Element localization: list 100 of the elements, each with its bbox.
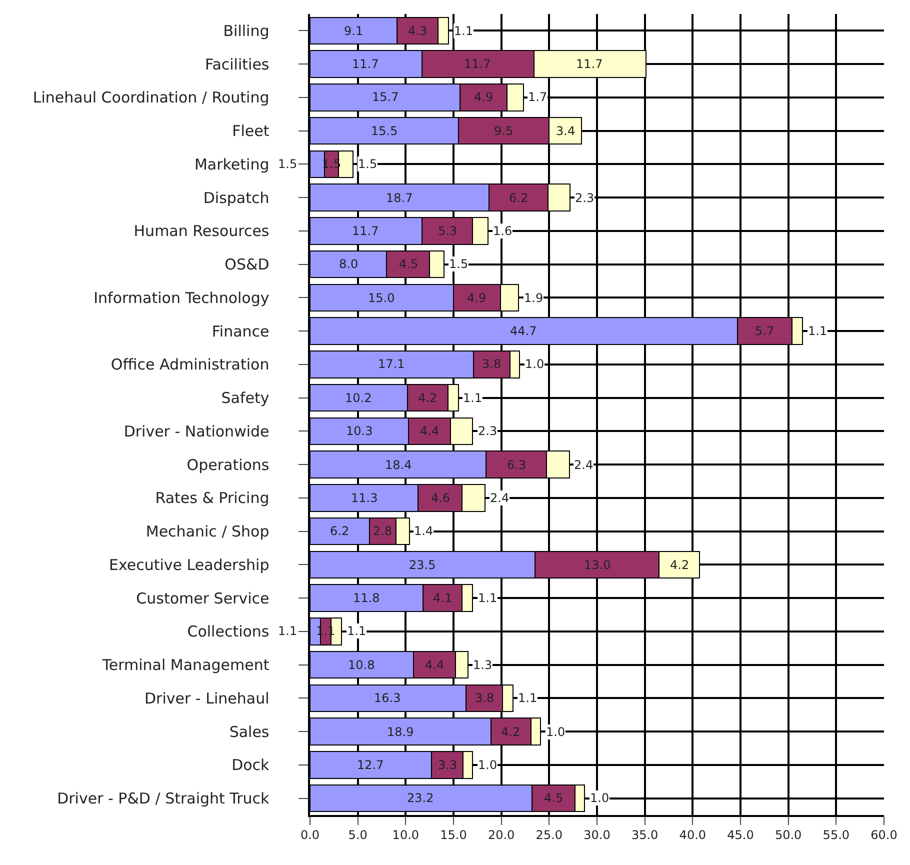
x-tick-label: 55.0 xyxy=(822,828,850,842)
data-label: 1.6 xyxy=(493,224,512,238)
data-label: 8.0 xyxy=(339,257,358,271)
data-label: 15.5 xyxy=(371,124,398,138)
data-label: 1.0 xyxy=(525,357,544,371)
data-label: 2.3 xyxy=(575,191,594,205)
y-tick-label: Linehaul Coordination / Routing xyxy=(32,88,270,107)
data-label: 44.7 xyxy=(510,324,537,338)
data-label: 1.1 xyxy=(347,624,366,638)
data-label: 4.3 xyxy=(408,24,428,38)
y-tick-label: OS&D xyxy=(224,256,270,274)
data-label: 1.5 xyxy=(278,157,298,171)
data-label: 1.7 xyxy=(528,90,548,104)
data-label: 1.5 xyxy=(449,257,468,271)
data-label: 1.3 xyxy=(473,658,492,672)
y-tick-label: Finance xyxy=(212,322,270,340)
data-label: 11.7 xyxy=(576,57,603,71)
y-tick-label: Dock xyxy=(232,756,270,774)
data-label: 1.9 xyxy=(524,291,544,305)
x-tick-label: 0.0 xyxy=(300,828,320,842)
y-tick-label: Safety xyxy=(221,389,270,408)
data-label: 9.1 xyxy=(344,24,364,38)
y-tick-label: Driver - Nationwide xyxy=(124,422,270,440)
data-label: 18.4 xyxy=(385,458,412,472)
y-tick-label: Fleet xyxy=(232,122,270,140)
x-tick-label: 20.0 xyxy=(488,828,515,842)
data-label: 3.8 xyxy=(475,691,494,705)
data-label: 5.3 xyxy=(438,224,458,238)
x-tick-label: 45.0 xyxy=(727,828,754,842)
x-tick-label: 30.0 xyxy=(584,828,610,842)
data-label: 13.0 xyxy=(584,558,611,572)
y-tick-label: Customer Service xyxy=(136,589,270,608)
data-label: 3.8 xyxy=(482,357,502,371)
data-label: 1.4 xyxy=(414,524,434,538)
data-label: 4.2 xyxy=(501,725,520,739)
data-label: 4.5 xyxy=(544,791,564,805)
y-tick-label: Human Resources xyxy=(134,222,270,240)
y-tick-label: Dispatch xyxy=(203,188,270,207)
data-label: 4.9 xyxy=(474,90,494,104)
data-label: 23.2 xyxy=(407,791,434,805)
y-tick-label: Executive Leadership xyxy=(109,556,270,574)
x-tick-label: 60.0 xyxy=(870,828,898,842)
data-label: 11.7 xyxy=(352,224,379,238)
data-label: 1.0 xyxy=(478,758,498,772)
x-tick-label: 10.0 xyxy=(392,828,420,842)
data-label: 1.1 xyxy=(478,591,498,605)
data-label: 1.5 xyxy=(358,157,378,171)
data-label: 1.1 xyxy=(463,391,482,405)
data-label: 11.3 xyxy=(351,491,378,505)
y-tick-label: Office Administration xyxy=(110,356,270,374)
y-tick-label: Operations xyxy=(186,456,270,474)
data-label: 1.0 xyxy=(546,725,566,739)
data-label: 6.2 xyxy=(330,524,350,538)
y-tick-label: Collections xyxy=(187,622,270,641)
data-label: 1.1 xyxy=(518,691,538,705)
data-label: 18.9 xyxy=(387,725,414,739)
data-label: 2.3 xyxy=(478,424,498,438)
data-label: 5.7 xyxy=(755,324,774,338)
y-tick-label: Facilities xyxy=(204,55,270,74)
y-tick-label: Rates & Pricing xyxy=(155,489,270,508)
y-tick-label: Billing xyxy=(223,22,270,40)
data-label: 4.9 xyxy=(467,291,486,305)
data-label: 1.1 xyxy=(278,624,298,638)
data-label: 4.5 xyxy=(399,257,418,271)
data-label: 10.8 xyxy=(348,658,375,672)
y-tick-label: Mechanic / Shop xyxy=(146,522,270,541)
data-label: 6.2 xyxy=(509,191,528,205)
y-tick-label: Sales xyxy=(229,722,270,741)
data-label: 3.4 xyxy=(556,124,576,138)
data-label: 12.7 xyxy=(357,758,384,772)
data-label: 1.1 xyxy=(454,24,474,38)
x-tick-label: 40.0 xyxy=(679,828,706,842)
x-tick-label: 25.0 xyxy=(536,828,563,842)
data-label: 1.0 xyxy=(590,791,610,805)
y-tick-label: Terminal Management xyxy=(101,656,270,674)
x-tick-label: 50.0 xyxy=(774,828,802,842)
data-label: 17.1 xyxy=(378,357,405,371)
data-label: 11.7 xyxy=(464,57,491,71)
data-label: 23.5 xyxy=(409,558,436,572)
x-tick-label: 5.0 xyxy=(348,828,368,842)
data-label: 9.5 xyxy=(494,124,514,138)
x-tick-label: 15.0 xyxy=(440,828,467,842)
data-label: 4.6 xyxy=(431,491,450,505)
data-label: 18.7 xyxy=(386,191,413,205)
data-label: 11.7 xyxy=(352,57,379,71)
data-label: 4.2 xyxy=(418,391,438,405)
data-label: 15.0 xyxy=(368,291,395,305)
data-label: 15.7 xyxy=(372,90,399,104)
data-label: 11.8 xyxy=(353,591,380,605)
y-tick-label: Marketing xyxy=(194,155,270,174)
data-label: 4.4 xyxy=(425,658,444,672)
data-label: 4.4 xyxy=(420,424,440,438)
y-tick-label: Driver - Linehaul xyxy=(144,689,270,708)
x-tick-label: 35.0 xyxy=(631,828,658,842)
data-label: 2.8 xyxy=(373,524,392,538)
y-tick-label: Information Technology xyxy=(94,288,270,307)
data-label: 4.2 xyxy=(670,558,690,572)
y-tick-label: Driver - P&D / Straight Truck xyxy=(57,790,270,808)
data-label: 10.2 xyxy=(345,391,372,405)
data-label: 16.3 xyxy=(374,691,401,705)
